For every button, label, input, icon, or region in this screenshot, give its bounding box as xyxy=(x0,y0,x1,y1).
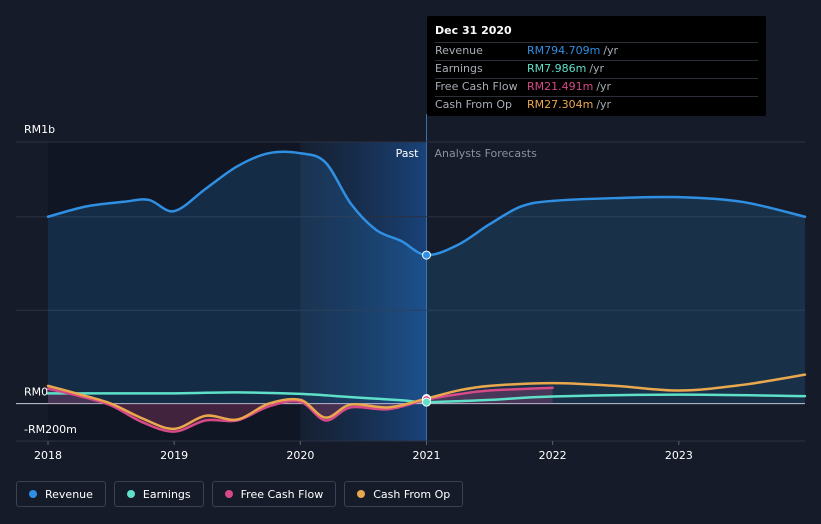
y-tick-label-2: -RM200m xyxy=(24,423,77,436)
tooltip-row-label: Free Cash Flow xyxy=(435,80,518,93)
legend-dot-icon xyxy=(126,490,135,498)
y-tick-label-1: RM0 xyxy=(24,386,48,399)
series-fill-2 xyxy=(48,387,553,432)
series-fill-0 xyxy=(48,151,805,404)
legend: Revenue Earnings Free Cash Flow Cash From O… xyxy=(16,481,464,509)
x-tick-label-2: 2020 xyxy=(286,449,314,462)
legend-dot-icon xyxy=(224,490,233,498)
tooltip-date: Dec 31 2020 xyxy=(435,24,512,37)
x-tick-label-5: 2023 xyxy=(665,449,693,462)
tooltip-row-free-cash-flow: Free Cash Flow RM21.491m/yr xyxy=(435,78,758,96)
legend-label: Revenue xyxy=(45,487,93,501)
tooltip-row-label: Revenue xyxy=(435,44,483,57)
tooltip-row-earnings: Earnings RM7.986m/yr xyxy=(435,60,758,78)
legend-dot-icon xyxy=(357,490,366,498)
tooltip-row-unit: /yr xyxy=(603,44,619,57)
forecast-label: Analysts Forecasts xyxy=(435,147,538,160)
x-tick-label-0: 2018 xyxy=(34,449,62,462)
series-line-cash-from-op xyxy=(46,373,807,431)
highlight-marker-0 xyxy=(422,250,431,260)
legend-item-cash-from-op[interactable]: Cash From Op xyxy=(344,481,464,507)
tooltip-row-label: Earnings xyxy=(435,62,483,75)
tooltip-row-value: RM794.709m xyxy=(527,44,601,57)
tooltip-row-value: RM7.986m xyxy=(527,62,587,75)
tooltip-row-label: Cash From Op xyxy=(435,98,513,111)
tooltip-row-unit: /yr xyxy=(596,80,612,93)
legend-label: Earnings xyxy=(142,487,191,501)
tooltip-row-cash-from-op: Cash From Op RM27.304m/yr xyxy=(435,96,758,114)
tooltip-row-unit: /yr xyxy=(589,62,605,75)
tooltip-row-revenue: Revenue RM794.709m/yr xyxy=(435,42,758,60)
legend-label: Free Cash Flow xyxy=(240,487,324,501)
x-tick-label-4: 2022 xyxy=(539,449,567,462)
tooltip: Dec 31 2020 Revenue RM794.709m/yr Earnings… xyxy=(427,16,766,116)
tooltip-row-value: RM27.304m xyxy=(527,98,594,111)
legend-item-revenue[interactable]: Revenue xyxy=(16,481,106,507)
past-region-dark xyxy=(48,142,301,441)
legend-item-earnings[interactable]: Earnings xyxy=(113,481,204,507)
past-region-highlight xyxy=(300,142,427,441)
series-line-revenue xyxy=(46,150,807,257)
highlight-marker-3 xyxy=(422,397,431,407)
tooltip-row-value: RM21.491m xyxy=(527,80,594,93)
y-tick-label-0: RM1b xyxy=(24,123,55,136)
legend-item-free-cash-flow[interactable]: Free Cash Flow xyxy=(211,481,337,507)
legend-dot-icon xyxy=(29,490,37,498)
x-tick-label-3: 2021 xyxy=(413,449,441,462)
series-line-earnings xyxy=(46,391,807,404)
tooltip-row-unit: /yr xyxy=(596,98,612,111)
x-tick-label-1: 2019 xyxy=(160,449,188,462)
past-label: Past xyxy=(396,147,420,160)
series-line-free-cash-flow xyxy=(46,386,554,433)
legend-label: Cash From Op xyxy=(373,487,451,501)
